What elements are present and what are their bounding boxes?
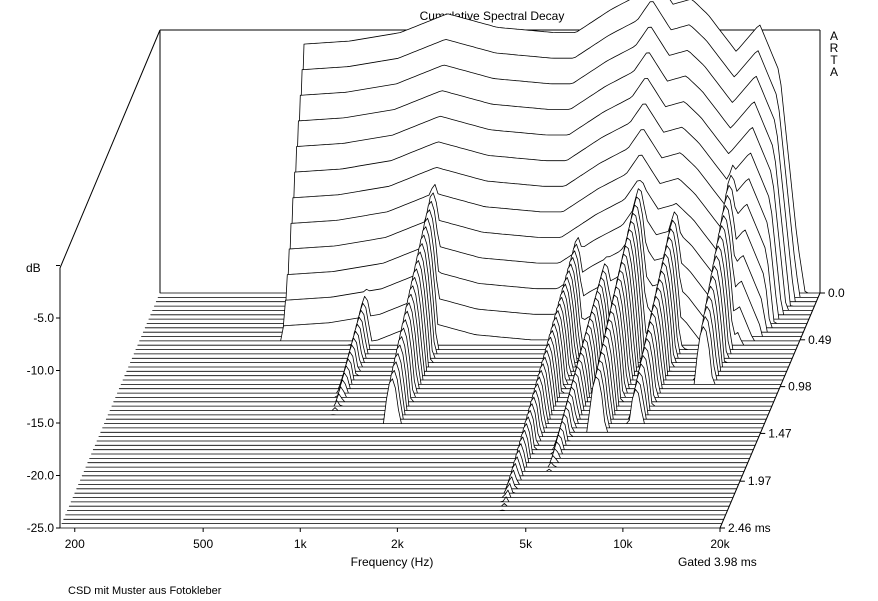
footer-caption: CSD mit Muster aus Fotokleber (68, 585, 222, 597)
watermark-letter: A (830, 65, 838, 79)
x-tick-label: 2k (391, 537, 405, 551)
decay-slice (70, 496, 732, 503)
watermark-letter: R (830, 41, 839, 55)
decay-slice (78, 469, 739, 485)
x-tick-label: 20k (710, 537, 730, 551)
y-axis-labels: -5.0 -10.0 -15.0 -20.0 -25.0 (27, 311, 55, 535)
y-tick-label: -10.0 (27, 364, 55, 378)
watermark-letter: A (830, 29, 838, 43)
decay-slice (80, 463, 741, 481)
decay-slice (98, 396, 760, 437)
time-tick-label: 0.98 (788, 380, 812, 394)
decay-slice (94, 410, 756, 446)
decay-slice (89, 429, 750, 459)
decay-slice (76, 476, 738, 490)
decay-slices (59, 0, 821, 529)
x-tick-label: 500 (193, 537, 213, 551)
x-tick-label: 200 (65, 537, 85, 551)
y-tick-label: -25.0 (27, 521, 55, 535)
time-tick-label: 2.46 ms (728, 521, 771, 535)
time-axis-labels: 0.0 0.49 0.98 1.47 1.97 2.46 ms (720, 286, 845, 535)
watermark-letter: T (830, 53, 838, 67)
decay-slice (100, 376, 762, 433)
decay-slice (74, 483, 736, 494)
time-tick-label: 1.47 (768, 426, 792, 440)
time-tick-label: 0.49 (808, 333, 832, 347)
frame-diagonal-edge (59, 29, 161, 269)
gated-label: Gated 3.98 ms (678, 555, 757, 569)
decay-slice (96, 403, 758, 442)
y-tick-label: -20.0 (27, 469, 55, 483)
decay-slice (91, 423, 752, 455)
decay-slice (83, 449, 745, 472)
x-axis-title: Frequency (Hz) (351, 555, 434, 569)
x-tick-label: 10k (613, 537, 633, 551)
decay-slice (85, 443, 747, 468)
decay-slice (68, 503, 730, 507)
x-axis-labels: 200 500 1k 2k 5k 10k 20k (65, 537, 731, 551)
x-tick-label: 1k (294, 537, 308, 551)
y-tick-label: -15.0 (27, 416, 55, 430)
time-tick-label: 0.0 (828, 286, 845, 300)
time-tick-label: 1.97 (748, 474, 772, 488)
y-axis-title: dB (26, 261, 41, 275)
decay-slice (87, 436, 749, 464)
x-tick-label: 5k (519, 537, 533, 551)
y-tick-label: -5.0 (33, 311, 54, 325)
decay-slice (81, 456, 743, 477)
decay-slice (92, 416, 754, 451)
decay-slice (67, 509, 728, 511)
decay-slice (72, 489, 734, 498)
